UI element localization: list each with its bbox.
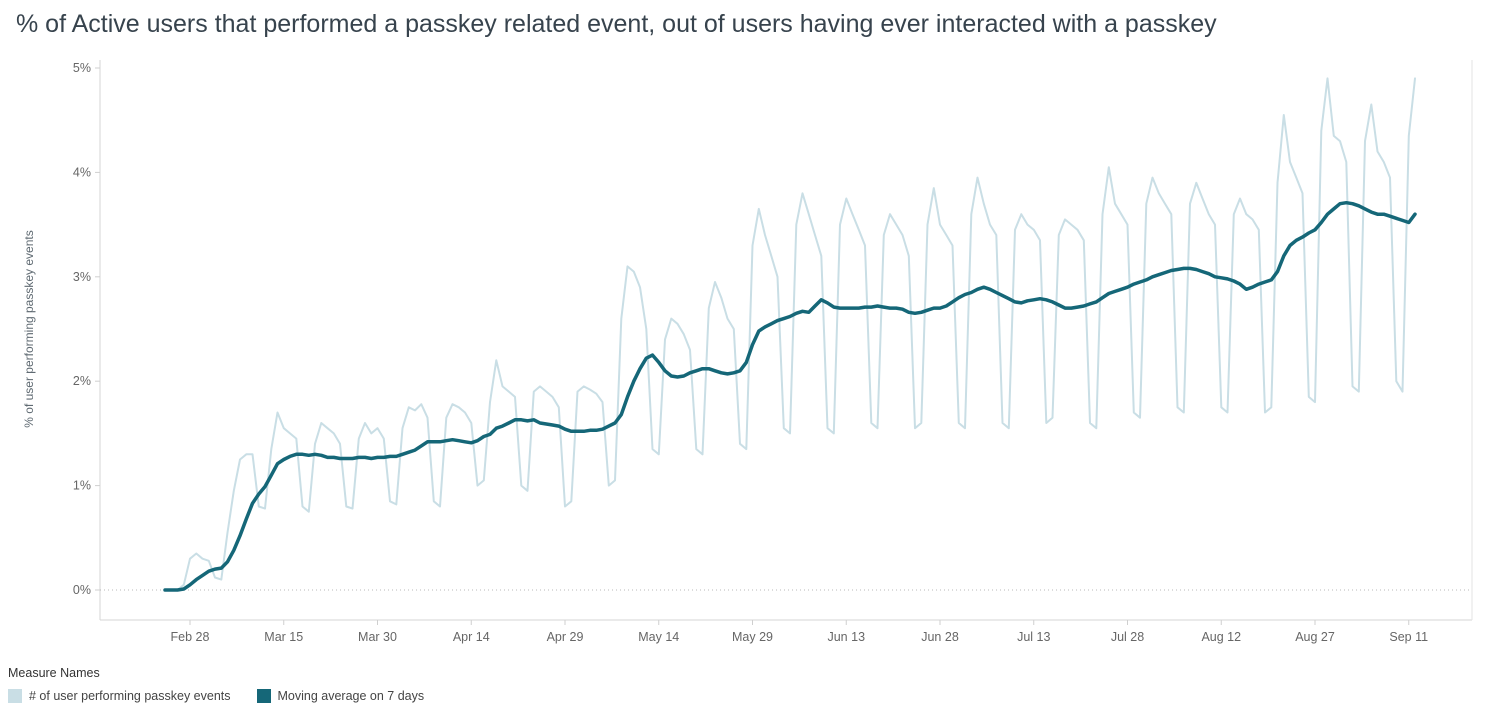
svg-text:Mar 15: Mar 15 — [264, 630, 303, 644]
svg-text:% of user performing passkey e: % of user performing passkey events — [22, 230, 36, 427]
svg-text:Apr 29: Apr 29 — [547, 630, 584, 644]
svg-text:Apr 14: Apr 14 — [453, 630, 490, 644]
svg-text:0%: 0% — [73, 583, 91, 597]
svg-text:3%: 3% — [73, 270, 91, 284]
legend-items: # of user performing passkey events Movi… — [8, 689, 1492, 703]
svg-text:Jul 13: Jul 13 — [1017, 630, 1050, 644]
svg-text:Jun 28: Jun 28 — [921, 630, 959, 644]
moving-average-line[interactable] — [163, 200, 1417, 592]
svg-text:Feb 28: Feb 28 — [171, 630, 210, 644]
svg-text:Aug 12: Aug 12 — [1201, 630, 1241, 644]
line-chart-canvas[interactable]: 0% 1% 2% 3% 4% 5% Feb 28 Mar 15 Mar 30 Apr 14 Apr … — [0, 42, 1500, 660]
svg-text:Aug 27: Aug 27 — [1295, 630, 1335, 644]
svg-text:2%: 2% — [73, 374, 91, 388]
svg-text:Mar 30: Mar 30 — [358, 630, 397, 644]
svg-text:4%: 4% — [73, 165, 91, 179]
legend-item-daily-series[interactable]: # of user performing passkey events — [8, 689, 231, 703]
legend-item-moving-average[interactable]: Moving average on 7 days — [256, 689, 425, 703]
svg-text:Sep 11: Sep 11 — [1389, 630, 1428, 644]
legend-item-daily-label: # of user performing passkey events — [29, 689, 231, 703]
legend-item-moving-average-label: Moving average on 7 days — [277, 689, 425, 703]
page-title: % of Active users that performed a passk… — [16, 10, 1217, 38]
daily-series-line[interactable] — [164, 77, 1416, 591]
svg-text:Jul 28: Jul 28 — [1111, 630, 1144, 644]
legend-title: Measure Names — [8, 666, 100, 680]
moving-average-swatch-icon — [256, 689, 271, 703]
svg-text:1%: 1% — [73, 479, 91, 493]
svg-text:5%: 5% — [73, 61, 91, 75]
legend: Measure Names # of user performing passk… — [8, 666, 1492, 703]
svg-text:Jun 13: Jun 13 — [827, 630, 865, 644]
svg-text:May 14: May 14 — [638, 630, 679, 644]
daily-series-swatch-icon — [8, 689, 22, 703]
svg-text:May 29: May 29 — [732, 630, 773, 644]
